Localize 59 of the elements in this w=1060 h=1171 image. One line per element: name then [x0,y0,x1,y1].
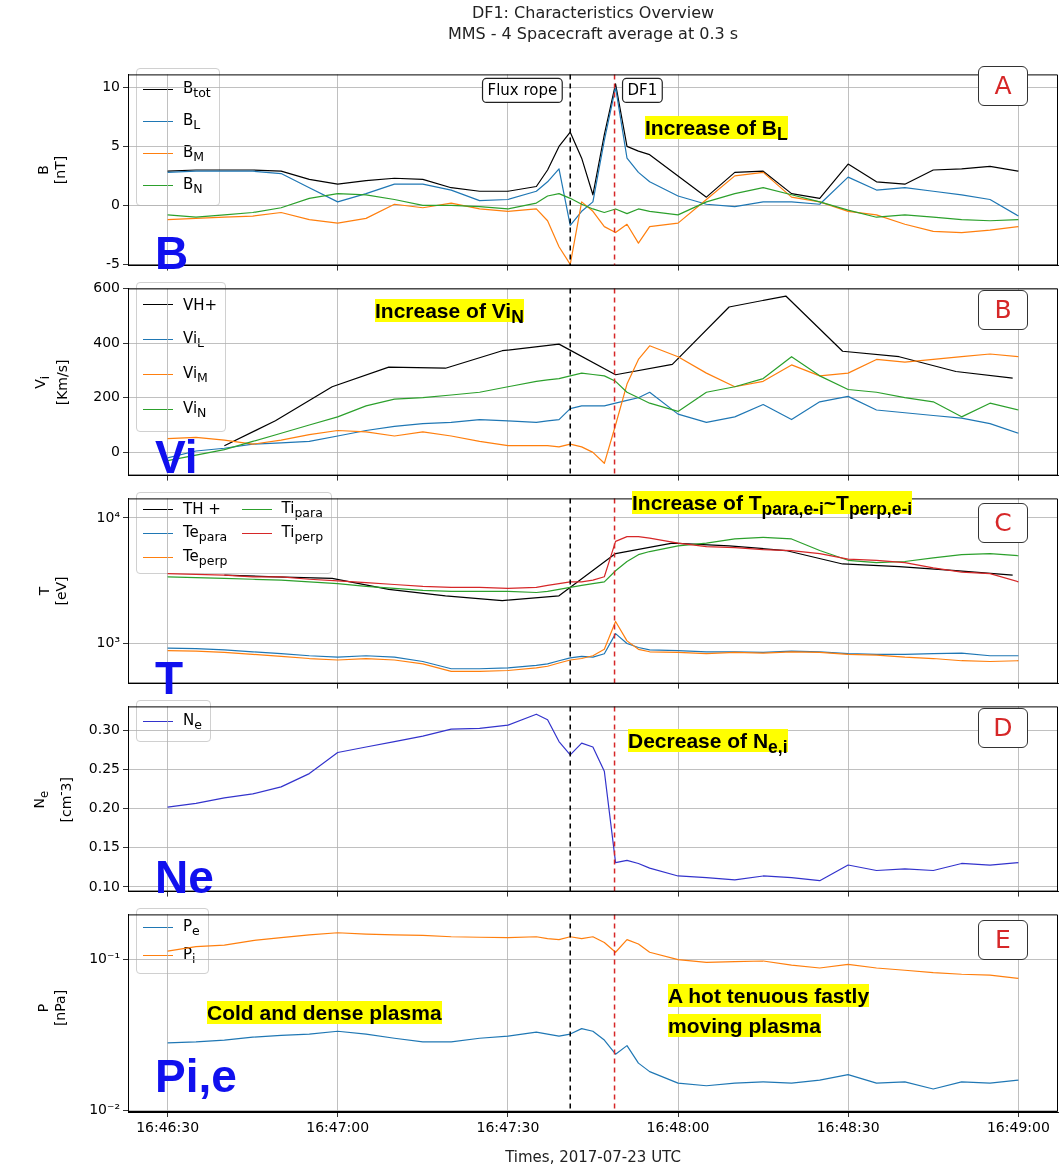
y-axis-title: P [nPa] [35,989,70,1026]
annotation: Ne [155,851,214,903]
legend-label: P$_{e}$ [183,916,200,938]
y-tick-label: 0.20 [88,799,120,816]
annotation: A [978,66,1028,106]
annotation: Decrease of N$_{e,i}$ [628,729,788,758]
x-tick-label: 16:47:00 [306,1119,370,1136]
y-tick-label: 10 [102,78,120,95]
legend-label: B$_{N}$ [183,174,203,196]
y-tick-label: 10⁴ [96,508,121,525]
ref-line-label: DF1 [627,81,658,100]
legend-label: Ti$_{perp}$ [281,522,324,544]
y-tick-label: 10⁻² [89,1100,120,1117]
y-axis-title: B [nT] [35,155,70,185]
y-tick-label: 0 [111,196,120,213]
x-axis-title: Times, 2017-07-23 UTC [504,1147,681,1166]
annotation: E [978,920,1028,960]
legend-label: TH + [183,500,221,518]
y-tick-label: -5 [106,255,120,272]
y-tick-label: 0 [111,443,120,460]
legend-label: Te$_{perp}$ [183,546,228,568]
y-tick-label: 600 [93,279,120,296]
chart-title: DF1: Characteristics Overview [470,3,716,22]
x-tick-label: 16:48:30 [816,1119,880,1136]
legend-label: B$_{M}$ [183,142,205,164]
x-tick-label: 16:47:30 [476,1119,540,1136]
y-axis-title: T [eV] [35,576,70,606]
legend-label: VH+ [183,295,218,314]
annotation: B [978,290,1028,330]
ref-line-label: Flux rope [487,81,558,100]
x-tick-label: 16:48:00 [646,1119,710,1136]
annotation: Pi,e [155,1050,237,1102]
annotation: A hot tenuous fastly moving plasma [668,984,870,1037]
y-tick-label: 0.25 [88,760,120,777]
y-tick-label: 200 [93,388,120,405]
annotation: D [978,708,1028,748]
chart-subtitle: MMS - 4 Spacecraft average at 0.3 s [446,24,740,43]
y-tick-label: 0.15 [88,838,120,855]
legend-label: Vi$_{L}$ [183,329,205,350]
annotation: Increase of T$_{para,e-i}$~T$_{perp,e-i}$ [632,491,913,520]
y-tick-label: 0.30 [88,721,120,738]
annotation: Increase of Vi$_{N}$ [375,299,524,328]
legend-label: Vi$_{M}$ [183,364,208,385]
y-tick-label: 5 [111,137,120,154]
annotation: Increase of B$_{L}$ [645,116,788,145]
legend-label: B$_{L}$ [183,110,201,132]
y-tick-label: 10⁻¹ [89,950,120,967]
y-tick-label: 400 [93,333,120,350]
annotation: C [978,503,1028,543]
legend-label: B$_{tot}$ [183,78,211,100]
legend-label: Vi$_{N}$ [183,399,207,420]
y-tick-label: 0.10 [88,877,120,894]
legend-label: Te$_{para}$ [183,522,228,544]
legend-label: Ti$_{para}$ [281,498,323,520]
y-tick-label: 10³ [96,634,120,651]
legend-label: N$_{e}$ [183,710,202,732]
annotation: Cold and dense plasma [207,1001,442,1024]
x-tick-label: 16:49:00 [986,1119,1050,1136]
x-tick-label: 16:46:30 [136,1119,200,1136]
